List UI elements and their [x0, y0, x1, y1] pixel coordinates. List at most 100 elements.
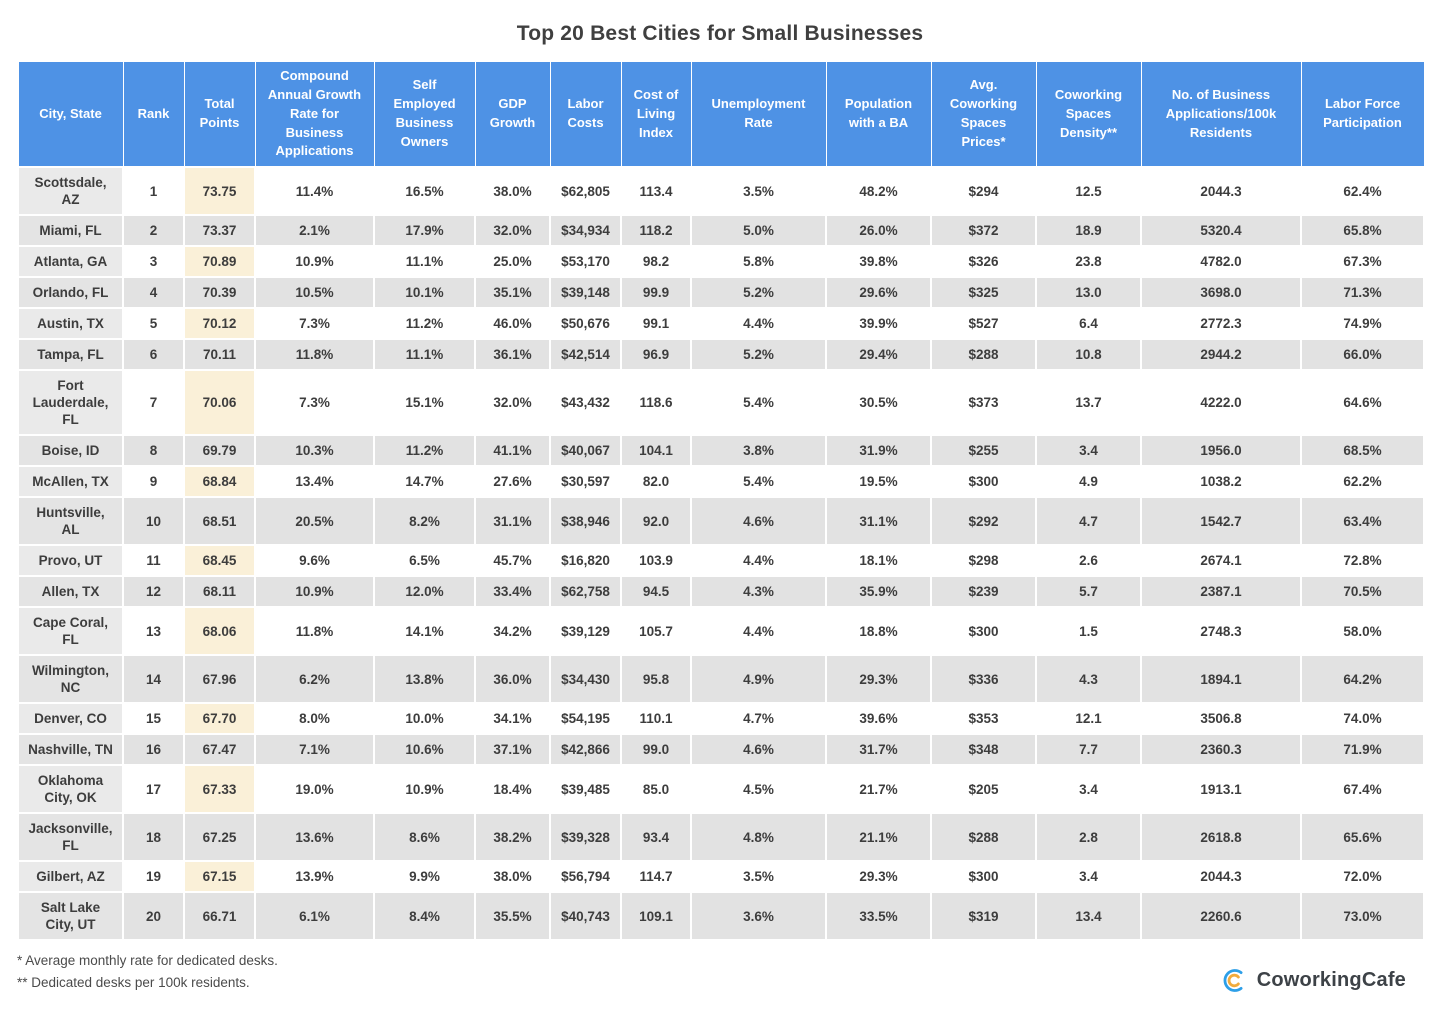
cell-value: 104.1 [620, 434, 692, 468]
cell-city: Oklahoma City, OK [17, 764, 124, 815]
cell-value: 82.0 [620, 465, 692, 499]
cell-value: 29.3% [825, 654, 932, 705]
table-row: Miami, FL 2 73.37 2.1% 17.9% 32.0% $34,934 118.… [17, 214, 1425, 248]
table-row: Salt Lake City, UT 20 66.71 6.1% 8.4% 35.5% $4… [17, 891, 1425, 942]
cell-value: 58.0% [1300, 606, 1425, 657]
cell-value: 36.1% [474, 338, 551, 372]
cell-value: 67.4% [1300, 764, 1425, 815]
cell-value: 31.9% [825, 434, 932, 468]
cell-value: 74.9% [1300, 307, 1425, 341]
cell-value: 1956.0 [1140, 434, 1302, 468]
cell-value: 11.8% [254, 338, 375, 372]
cell-value: $298 [930, 544, 1037, 578]
cell-value: 2044.3 [1140, 166, 1302, 217]
page-title: Top 20 Best Cities for Small Businesses [516, 22, 924, 45]
cell-value: 39.9% [825, 307, 932, 341]
cell-city: Austin, TX [17, 307, 124, 341]
cell-value: 2674.1 [1140, 544, 1302, 578]
cell-value: 41.1% [474, 434, 551, 468]
cell-value: $239 [930, 575, 1037, 609]
cell-value: 19.5% [825, 465, 932, 499]
cell-total-points: 66.71 [183, 891, 256, 942]
cell-value: 9.6% [254, 544, 375, 578]
table-row: Cape Coral, FL 13 68.06 11.8% 14.1% 34.2% $39,… [17, 606, 1425, 657]
cell-value: 18.9 [1035, 214, 1142, 248]
cell-value: 110.1 [620, 702, 692, 736]
cell-value: $527 [930, 307, 1037, 341]
cell-value: 2.8 [1035, 812, 1142, 863]
cell-value: 96.9 [620, 338, 692, 372]
cell-total-points: 67.25 [183, 812, 256, 863]
table-row: Gilbert, AZ 19 67.15 13.9% 9.9% 38.0% $56,794 1… [17, 860, 1425, 894]
cell-value: 4.9 [1035, 465, 1142, 499]
coworkingcafe-logo: CoworkingCafe [1221, 967, 1406, 994]
cell-value: 10.0% [373, 702, 476, 736]
cell-value: 3698.0 [1140, 276, 1302, 310]
cell-total-points: 68.11 [183, 575, 256, 609]
cell-value: 39.6% [825, 702, 932, 736]
cell-value: 10.5% [254, 276, 375, 310]
cell-value: 6.2% [254, 654, 375, 705]
cell-value: 99.1 [620, 307, 692, 341]
cell-value: 71.9% [1300, 733, 1425, 767]
logo-text: CoworkingCafe [1256, 969, 1406, 991]
cell-value: 11.2% [373, 307, 476, 341]
cell-total-points: 68.51 [183, 496, 256, 547]
cell-value: 13.4 [1035, 891, 1142, 942]
cell-value: 65.6% [1300, 812, 1425, 863]
cell-value: 33.4% [474, 575, 551, 609]
cell-value: 8.2% [373, 496, 476, 547]
cell-value: 34.2% [474, 606, 551, 657]
cell-value: $39,328 [549, 812, 622, 863]
cell-value: 93.4 [620, 812, 692, 863]
cell-value: 1894.1 [1140, 654, 1302, 705]
cell-value: 2260.6 [1140, 891, 1302, 942]
cell-value: 3.4 [1035, 860, 1142, 894]
cell-value: $39,148 [549, 276, 622, 310]
cell-value: 10.9% [254, 575, 375, 609]
cell-value: 71.3% [1300, 276, 1425, 310]
cell-total-points: 70.11 [183, 338, 256, 372]
table-row: Fort Lauderdale, FL 7 70.06 7.3% 15.1% 32.0% $… [17, 369, 1425, 437]
column-header: Self Employed Business Owners [373, 61, 476, 168]
table-row: Huntsville, AL 10 68.51 20.5% 8.2% 31.1% $38,9… [17, 496, 1425, 547]
cell-value: 17 [122, 764, 185, 815]
cell-value: 73.0% [1300, 891, 1425, 942]
cell-city: Orlando, FL [17, 276, 124, 310]
column-header: Coworking Spaces Density** [1035, 61, 1142, 168]
cell-value: 18.4% [474, 764, 551, 815]
cell-value: 36.0% [474, 654, 551, 705]
cell-value: 26.0% [825, 214, 932, 248]
cell-value: 74.0% [1300, 702, 1425, 736]
cell-value: $39,129 [549, 606, 622, 657]
cell-value: 118.6 [620, 369, 692, 437]
column-header: Labor Force Participation [1300, 61, 1425, 168]
cell-value: 4.4% [690, 606, 827, 657]
cell-city: Boise, ID [17, 434, 124, 468]
cell-total-points: 68.45 [183, 544, 256, 578]
cell-value: 5.4% [690, 465, 827, 499]
cell-value: 12.5 [1035, 166, 1142, 217]
cell-value: 35.9% [825, 575, 932, 609]
footnotes: * Average monthly rate for dedicated des… [17, 950, 1423, 994]
cell-value: 99.0 [620, 733, 692, 767]
cities-table: City, State Rank Total Points Compound Annu… [17, 61, 1425, 942]
cell-value: 18.8% [825, 606, 932, 657]
cell-value: $62,758 [549, 575, 622, 609]
table-row: Orlando, FL 4 70.39 10.5% 10.1% 35.1% $39,148 9… [17, 276, 1425, 310]
cell-value: 3.8% [690, 434, 827, 468]
cell-value: 20.5% [254, 496, 375, 547]
cell-value: 4.4% [690, 544, 827, 578]
cell-value: 14 [122, 654, 185, 705]
cell-city: Scottsdale, AZ [17, 166, 124, 217]
cell-value: 3.4 [1035, 764, 1142, 815]
cell-value: 6.5% [373, 544, 476, 578]
cell-value: 10 [122, 496, 185, 547]
cell-value: 3.5% [690, 860, 827, 894]
table-row: Boise, ID 8 69.79 10.3% 11.2% 41.1% $40,067 104… [17, 434, 1425, 468]
cell-value: 10.9% [373, 764, 476, 815]
cell-city: Salt Lake City, UT [17, 891, 124, 942]
cell-value: 3506.8 [1140, 702, 1302, 736]
cell-value: 94.5 [620, 575, 692, 609]
